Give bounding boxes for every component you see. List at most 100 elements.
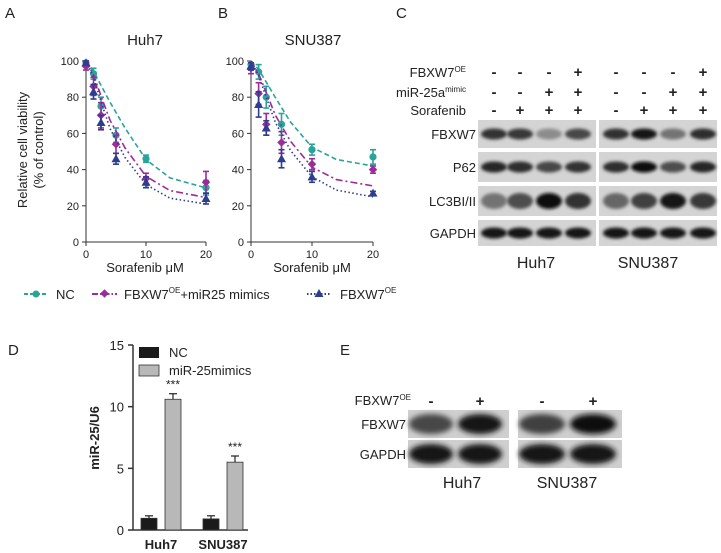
treatment-sign: + [574, 64, 583, 81]
treatment-sign: + [640, 102, 649, 119]
band-label: LC3BI/II [429, 194, 476, 209]
band [519, 414, 565, 434]
band-label: GAPDH [430, 226, 476, 241]
legend-swatch-nc [139, 347, 159, 358]
band [507, 193, 533, 209]
band [565, 227, 591, 239]
data-point [111, 140, 121, 149]
treatment-sign: - [492, 84, 497, 101]
bar-mimics [226, 461, 244, 531]
band [603, 161, 629, 173]
treatment-sign: + [476, 393, 485, 410]
band [481, 161, 507, 173]
treatment-sign: - [642, 84, 647, 101]
band [536, 128, 562, 140]
data-point [96, 118, 106, 127]
band [409, 414, 453, 434]
legend-text-mimics: miR-25mimics [169, 363, 252, 378]
legend-text-combo: FBXW7OE+miR25 mimics [124, 286, 270, 302]
band [536, 161, 562, 173]
data-point [201, 178, 211, 187]
band [536, 193, 562, 209]
band [631, 193, 657, 209]
y-tick-label: 0 [73, 237, 79, 249]
fit-curve [250, 60, 374, 167]
band [565, 128, 591, 140]
band [690, 128, 716, 140]
y-axis-label: miR-25/U6 [87, 406, 102, 470]
legend-text-oe: FBXW7OE [340, 286, 396, 302]
treatment-sign: + [545, 102, 554, 119]
treatment-sign: - [547, 64, 552, 81]
band [536, 227, 562, 239]
chart-mir25-expression: 0 5 10 15 miR-25/U6 *** Huh7 *** SNU387 NC miR… [87, 338, 252, 552]
significance-label: *** [166, 378, 180, 392]
band [690, 161, 716, 173]
bar-nc [140, 517, 158, 531]
x-axis-label: Sorafenib μM [106, 260, 184, 275]
treatment-sign: + [699, 102, 708, 119]
x-tick-label: 20 [367, 249, 379, 261]
legend-text-nc: NC [169, 345, 188, 360]
significance-label: *** [228, 440, 242, 454]
cell-line-label-huh7: Huh7 [443, 475, 481, 492]
band [458, 414, 502, 434]
panel-label-c: C [396, 5, 407, 22]
data-point [277, 154, 286, 163]
band [570, 444, 616, 464]
band [690, 227, 716, 239]
panel-label-b: B [218, 5, 228, 22]
band [565, 193, 591, 209]
band [507, 161, 533, 173]
band [481, 227, 507, 239]
treatment-sign: - [614, 64, 619, 81]
y-tick-label: 15 [110, 338, 124, 353]
x-tick-label: 10 [306, 249, 318, 261]
x-tick-label: 0 [248, 249, 254, 261]
band [458, 444, 502, 464]
x-tick-label: 20 [200, 249, 212, 261]
legend-marker-combo [100, 289, 109, 298]
panel-label-a: A [5, 5, 15, 22]
band-label: FBXW7 [361, 417, 406, 432]
x-tick-label: SNU387 [198, 537, 247, 552]
series-oe [246, 60, 378, 198]
treatment-label: FBXW7OE [355, 393, 411, 408]
data-point [277, 138, 286, 147]
treatment-sign: - [492, 64, 497, 81]
chart-huh7: 0 20 40 60 80 100 0 10 20 Sorafenib μM [61, 56, 212, 275]
y-tick-label: 80 [232, 92, 244, 104]
western-blot-c: FBXW7OE - - - + - - - +miR-25amimic - - + + - - + +Soraf… [396, 64, 717, 272]
legend-marker-nc [32, 290, 40, 298]
treatment-sign: - [540, 393, 545, 410]
treatment-sign: + [589, 393, 598, 410]
x-tick-label: Huh7 [145, 537, 178, 552]
treatment-sign: + [699, 84, 708, 101]
x-tick-label: 10 [140, 249, 152, 261]
treatment-sign: - [518, 64, 523, 81]
band [660, 128, 686, 140]
data-point [307, 172, 317, 181]
band [409, 444, 453, 464]
fit-curve [85, 60, 207, 205]
cell-line-label-snu387: SNU387 [618, 255, 679, 272]
fit-curve [250, 60, 374, 198]
y-tick-label: 60 [232, 128, 244, 140]
band [481, 128, 507, 140]
data-point [141, 177, 151, 186]
treatment-sign: - [492, 102, 497, 119]
data-point [254, 99, 264, 108]
treatment-sign: - [671, 64, 676, 81]
data-point [368, 165, 378, 174]
band [603, 227, 629, 239]
western-blot-e: FBXW7OE - + - + FBXW7 GAPDH Huh7 SNU387 [355, 393, 622, 492]
band [565, 161, 591, 173]
data-point [261, 123, 271, 132]
bar-mimics [164, 398, 182, 531]
band [690, 193, 716, 209]
band [660, 193, 686, 209]
data-point [369, 153, 377, 161]
treatment-sign: - [614, 84, 619, 101]
band [660, 227, 686, 239]
